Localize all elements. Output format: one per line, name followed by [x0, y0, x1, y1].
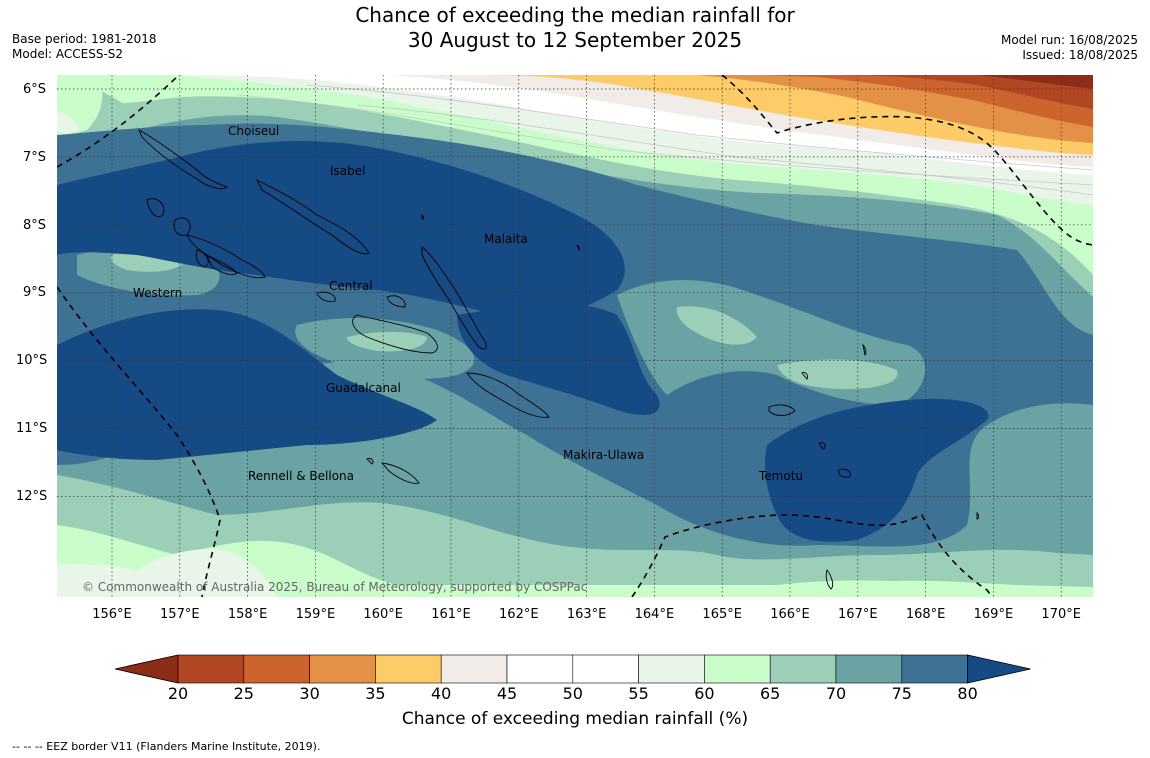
colorbar-tick-label: 45	[496, 684, 518, 703]
region-label-choiseul: Choiseul	[228, 124, 280, 138]
title-line-1: Chance of exceeding the median rainfall …	[355, 3, 795, 27]
shade-above-80-central	[457, 303, 660, 415]
colorbar-segment	[572, 654, 639, 684]
region-label-malaita: Malaita	[484, 232, 528, 246]
band-below-20	[917, 75, 1093, 89]
lon-label: 170°E	[1041, 607, 1081, 622]
colorbar-segment	[375, 654, 442, 684]
colorbar-segment	[835, 654, 903, 684]
colorbar-segment	[901, 654, 968, 684]
shade-above-80-temotu	[765, 398, 989, 542]
makira-island	[466, 372, 550, 418]
shade-above-80-north	[57, 140, 625, 319]
colorbar-tick-label: 55	[628, 684, 649, 703]
north-contours	[236, 84, 1093, 196]
colorbar	[114, 654, 1031, 684]
colorbar-extend-high	[967, 654, 1031, 684]
region-label-central: Central	[329, 279, 373, 293]
base-period: Base period: 1981-2018	[12, 32, 157, 46]
colorbar-segment	[638, 654, 705, 684]
colorbar-segment	[769, 654, 837, 684]
region-label-isabel: Isabel	[330, 164, 366, 178]
region-label-rennell-bellona: Rennell & Bellona	[248, 469, 355, 483]
lon-label: 165°E	[702, 607, 742, 622]
meta-left: Base period: 1981-2018 Model: ACCESS-S2	[12, 32, 157, 62]
eez-footnote: -- -- -- EEZ border V11 (Flanders Marine…	[12, 740, 321, 753]
ontong-java	[421, 213, 580, 251]
colorbar-extend-low	[114, 654, 179, 684]
band-20-25	[837, 75, 1093, 109]
coastlines	[138, 128, 979, 590]
colorbar-tick-label: 20	[167, 684, 189, 703]
region-label-guadalcanal: Guadalcanal	[326, 381, 401, 395]
region-label-western: Western	[133, 286, 183, 300]
colorbar-label: Chance of exceeding median rainfall (%)	[401, 709, 749, 729]
lon-label: 166°E	[770, 607, 810, 622]
colorbar-segment	[506, 654, 574, 684]
lon-label: 161°E	[431, 607, 471, 622]
title-line-2: 30 August to 12 September 2025	[407, 28, 743, 52]
colorbar-tick-label: 50	[562, 684, 583, 703]
lon-label: 156°E	[92, 607, 132, 622]
guadalcanal-island	[352, 314, 438, 354]
choiseul-island	[138, 128, 228, 190]
eez-border	[57, 75, 1093, 597]
lat-label-10s: 10°S	[16, 353, 48, 368]
lon-label: 163°E	[566, 607, 607, 622]
band-south-55-60	[57, 549, 277, 597]
santa-cruz-islands	[768, 404, 851, 478]
lon-label: 164°E	[634, 607, 675, 622]
isabel-island	[255, 178, 370, 255]
meta-right: Model run: 16/08/2025 Issued: 18/08/2025	[1001, 33, 1138, 63]
colorbar-segment	[440, 654, 508, 684]
colorbar-tick-label: 75	[891, 684, 912, 703]
rainfall-map	[57, 75, 1093, 597]
lon-label: 162°E	[499, 607, 539, 622]
small-islands-east	[801, 343, 979, 590]
patch-west-55	[57, 110, 79, 134]
lat-label-11s: 11°S	[16, 421, 48, 436]
new-georgia	[206, 254, 238, 276]
lon-label: 160°E	[363, 607, 403, 622]
shade-65-70-east	[777, 359, 898, 390]
lat-label-12s: 12°S	[16, 489, 48, 504]
colorbar-tick-label: 65	[760, 684, 781, 703]
colorbar-tick-label: 80	[957, 684, 978, 703]
lon-label: 159°E	[295, 607, 336, 622]
map-title: Chance of exceeding the median rainfall …	[0, 3, 1150, 53]
shade-above-80-southwest	[57, 309, 437, 460]
western-islands	[146, 198, 266, 279]
lon-label: 169°E	[973, 607, 1014, 622]
band-south-60-65	[57, 525, 1093, 597]
model-run: Model run: 16/08/2025	[1000, 33, 1138, 47]
colorbar-tick-label: 35	[365, 684, 386, 703]
region-label-temotu: Temotu	[759, 469, 804, 483]
lon-label: 158°E	[227, 607, 268, 622]
colorbar-tick-label: 25	[233, 684, 254, 703]
issued-date: Issued: 18/08/2025	[1022, 48, 1138, 62]
copyright-notice: © Commonwealth of Australia 2025, Bureau…	[82, 580, 588, 594]
colorbar-segment	[177, 654, 245, 684]
colorbar-tick-label: 60	[694, 684, 715, 703]
colorbar-tick-label: 40	[431, 684, 452, 703]
colorbar-tick-label: 30	[299, 684, 320, 703]
lat-label-7s: 7°S	[23, 150, 47, 165]
lon-label: 167°E	[838, 607, 878, 622]
florida-islands	[316, 291, 406, 308]
rennell-island	[366, 458, 420, 484]
colorbar-segment	[243, 654, 310, 684]
lon-label: 157°E	[160, 607, 200, 622]
graticule	[57, 75, 1093, 597]
lat-label-6s: 6°S	[23, 82, 47, 97]
shade-65-70-mid	[676, 306, 757, 345]
colorbar-segment	[704, 654, 771, 684]
region-label-makira-ulawa: Makira-Ulawa	[563, 448, 645, 462]
model-name: Model: ACCESS-S2	[12, 47, 124, 61]
malaita-island	[421, 246, 487, 350]
colorbar-segment	[309, 654, 376, 684]
lat-label-9s: 9°S	[23, 285, 47, 300]
lat-label-8s: 8°S	[23, 218, 47, 233]
lon-label: 168°E	[905, 607, 946, 622]
colorbar-tick-label: 70	[825, 684, 847, 703]
